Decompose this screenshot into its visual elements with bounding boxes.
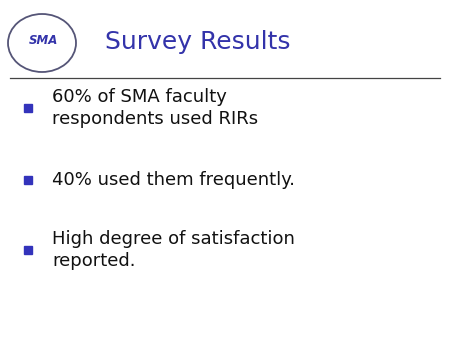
- Text: 60% of SMA faculty
respondents used RIRs: 60% of SMA faculty respondents used RIRs: [52, 88, 258, 128]
- Text: High degree of satisfaction
reported.: High degree of satisfaction reported.: [52, 230, 295, 270]
- FancyBboxPatch shape: [24, 104, 32, 112]
- Text: 40% used them frequently.: 40% used them frequently.: [52, 171, 295, 189]
- FancyBboxPatch shape: [24, 176, 32, 184]
- Text: Survey Results: Survey Results: [105, 30, 291, 54]
- Text: SMA: SMA: [29, 34, 58, 48]
- FancyBboxPatch shape: [24, 246, 32, 254]
